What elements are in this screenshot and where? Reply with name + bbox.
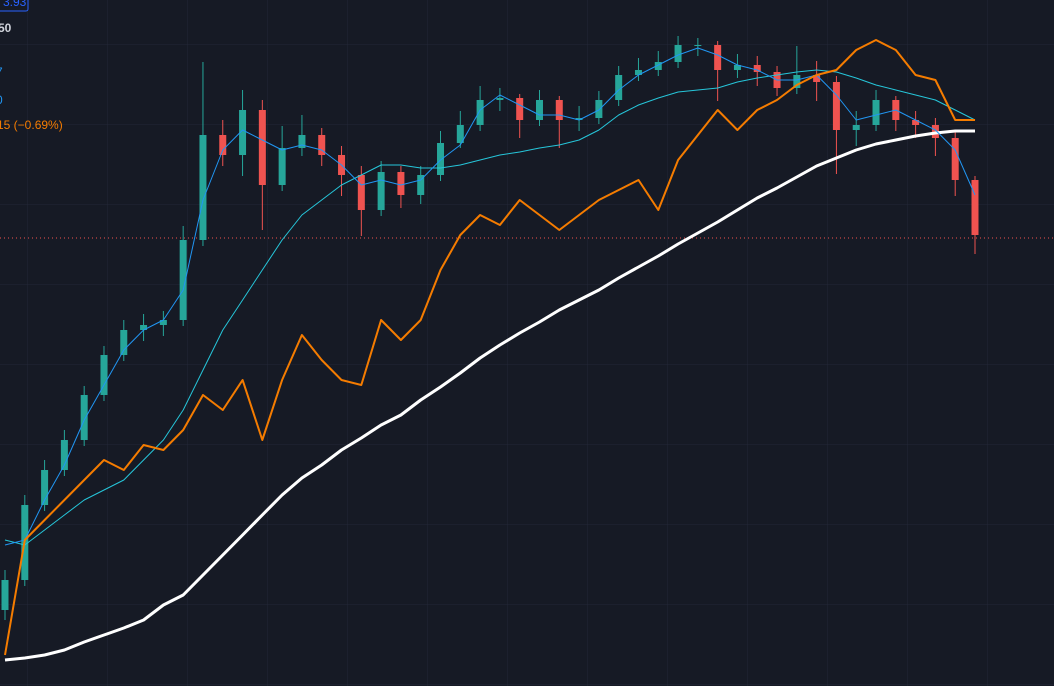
candle-body bbox=[1, 580, 9, 610]
candle-body bbox=[654, 62, 662, 70]
candle-body bbox=[733, 65, 741, 70]
candle-body bbox=[437, 143, 445, 175]
candle-body bbox=[813, 75, 821, 82]
candle-body bbox=[496, 98, 504, 100]
price-tag: 3.93 bbox=[3, 0, 27, 9]
candle-body bbox=[159, 320, 167, 325]
candle-body bbox=[41, 470, 49, 505]
candle-body bbox=[397, 172, 405, 195]
candle-body bbox=[219, 135, 227, 155]
candle-body bbox=[239, 110, 247, 155]
series-line bbox=[4, 69, 976, 546]
candle-body bbox=[516, 98, 524, 120]
candle-body bbox=[357, 175, 365, 210]
legend-text: 15 (−0.69%) bbox=[0, 118, 63, 132]
candle-body bbox=[615, 75, 623, 100]
candle-body bbox=[535, 100, 543, 120]
candle-body bbox=[60, 440, 68, 470]
candle-body bbox=[417, 175, 425, 195]
candle-body bbox=[852, 125, 860, 130]
series-line bbox=[4, 39, 975, 656]
candle-body bbox=[80, 395, 88, 440]
candle-body bbox=[634, 70, 642, 75]
candle-body bbox=[179, 240, 187, 320]
price-tag-box bbox=[0, 0, 29, 12]
candle-body bbox=[199, 135, 207, 240]
candle-body bbox=[140, 325, 148, 330]
candle-body bbox=[318, 135, 326, 155]
candle-body bbox=[278, 148, 286, 185]
candle-body bbox=[120, 330, 128, 355]
candle-body bbox=[714, 45, 722, 70]
candle-body bbox=[832, 82, 840, 130]
candle-body bbox=[575, 118, 583, 120]
candle-body bbox=[872, 100, 880, 125]
candle-body bbox=[971, 180, 979, 235]
candle-body bbox=[912, 120, 920, 125]
series-line bbox=[4, 129, 975, 662]
legend-text: 50 bbox=[0, 21, 12, 35]
candle-body bbox=[793, 75, 801, 88]
candle-body bbox=[555, 100, 563, 120]
candle-body bbox=[100, 355, 108, 395]
candle-body bbox=[753, 65, 761, 72]
candle-body bbox=[298, 135, 306, 148]
candle-body bbox=[258, 110, 266, 185]
candle-body bbox=[595, 100, 603, 118]
legend-text: 7 bbox=[0, 65, 3, 79]
candle-body bbox=[456, 125, 464, 143]
candle-body bbox=[951, 138, 959, 180]
candle-body bbox=[674, 45, 682, 62]
candle-body bbox=[377, 172, 385, 210]
legend-text: 0 bbox=[0, 93, 3, 107]
candle-body bbox=[694, 45, 702, 46]
candle-body bbox=[476, 100, 484, 125]
